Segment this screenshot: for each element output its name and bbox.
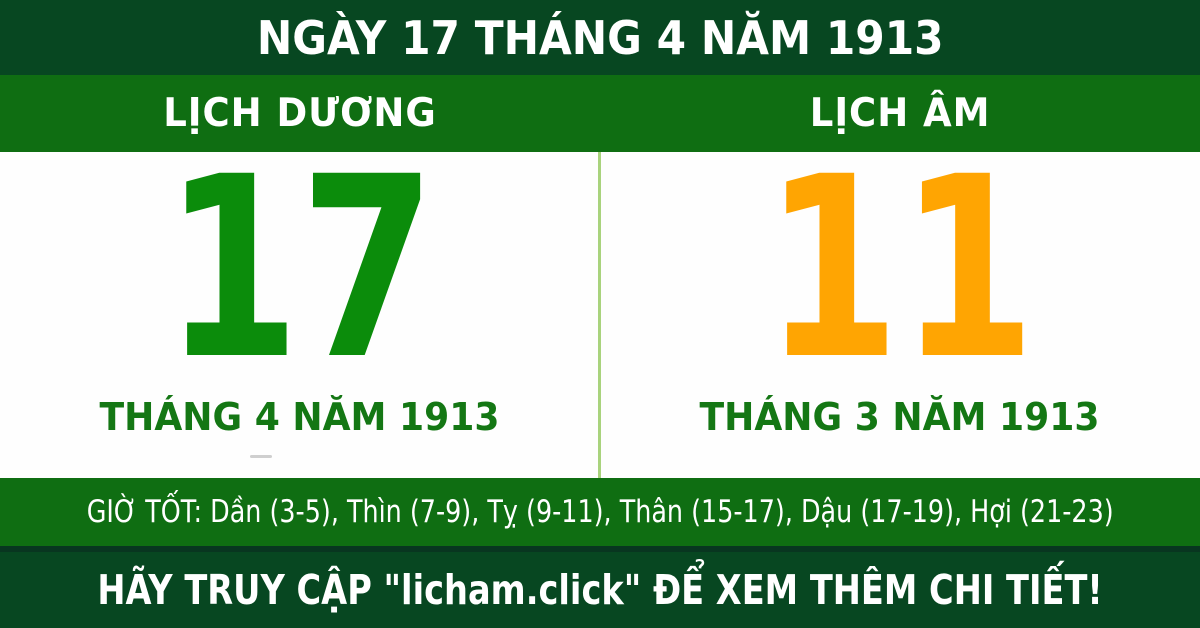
page-title: NGÀY 17 THÁNG 4 NĂM 1913 (256, 10, 944, 65)
solar-month-year-label: THÁNG 4 NĂM 1913 (99, 395, 500, 439)
tab-lunar-label: LỊCH ÂM (809, 91, 991, 136)
calendar-main-area: 17 THÁNG 4 NĂM 1913 11 THÁNG 3 NĂM 1913 (0, 123, 1200, 478)
good-hours-text: GIỜ TỐT: Dần (3-5), Thìn (7-9), Tỵ (9-11… (86, 494, 1114, 530)
calendar-type-bar: LỊCH DƯƠNG LỊCH ÂM (0, 75, 1200, 152)
date-header-bar: NGÀY 17 THÁNG 4 NĂM 1913 (0, 0, 1200, 75)
footer-cta-text: HÃY TRUY CẬP "licham.click" ĐỂ XEM THÊM … (97, 566, 1103, 614)
footer-cta-bar[interactable]: HÃY TRUY CẬP "licham.click" ĐỂ XEM THÊM … (0, 546, 1200, 628)
solar-day-number: 17 (164, 123, 436, 414)
lunar-month-year-label: THÁNG 3 NĂM 1913 (699, 395, 1100, 439)
tab-solar-label: LỊCH DƯƠNG (163, 91, 437, 136)
lunar-day-number: 11 (764, 123, 1036, 414)
solar-day-panel: 17 THÁNG 4 NĂM 1913 (0, 123, 600, 478)
column-divider (598, 152, 601, 478)
good-hours-bar: GIỜ TỐT: Dần (3-5), Thìn (7-9), Tỵ (9-11… (0, 478, 1200, 546)
tab-lunar-calendar[interactable]: LỊCH ÂM (600, 75, 1200, 152)
small-dash-mark (250, 455, 272, 458)
tab-solar-calendar[interactable]: LỊCH DƯƠNG (0, 75, 600, 152)
lunar-day-panel: 11 THÁNG 3 NĂM 1913 (600, 123, 1200, 478)
